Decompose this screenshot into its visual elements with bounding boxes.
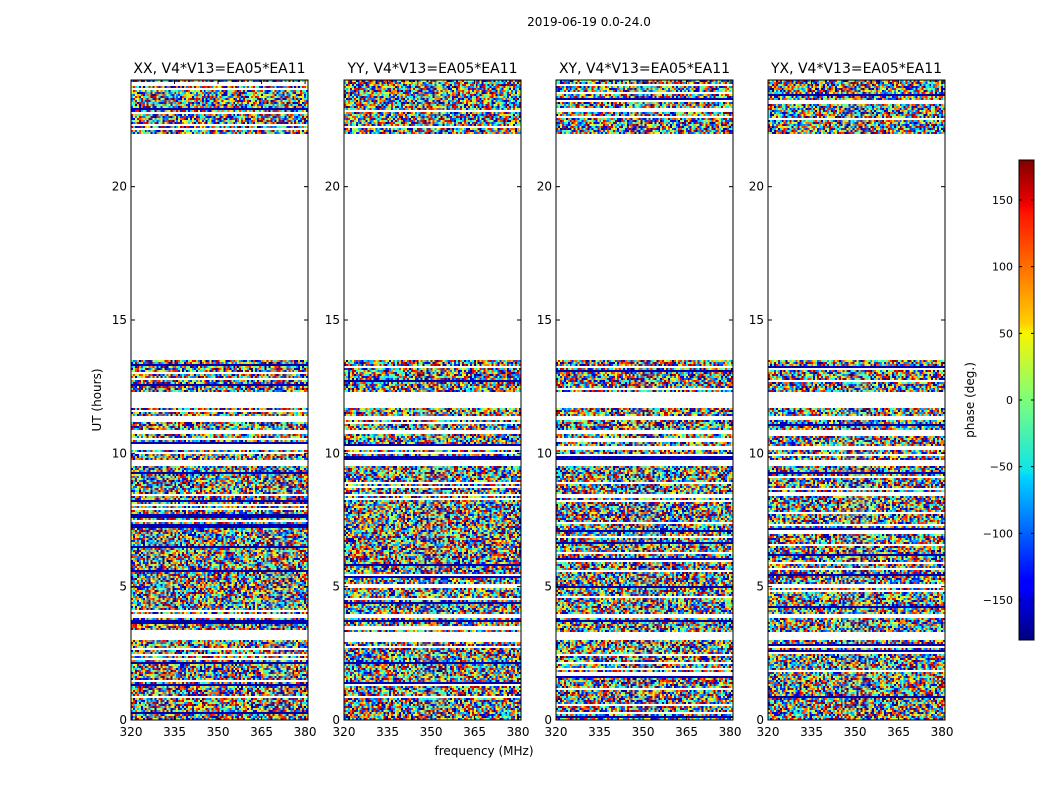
x-tick-label: 365	[250, 725, 273, 739]
x-tick-label: 320	[757, 725, 780, 739]
panel-title: XY, V4*V13=EA05*EA11	[559, 61, 730, 77]
y-tick-label: 0	[119, 713, 127, 727]
x-tick-label: 350	[632, 725, 655, 739]
y-tick-label: 15	[325, 313, 340, 327]
panel-4: YX, V4*V13=EA05*EA11 320 335 350 365 380 0 5 10 1…	[749, 61, 954, 739]
y-tick-label: 20	[112, 180, 127, 194]
x-tick-label: 320	[545, 725, 568, 739]
panel-title: YY, V4*V13=EA05*EA11	[346, 61, 517, 77]
y-tick-label: 5	[756, 580, 764, 594]
panel-2: YY, V4*V13=EA05*EA11 320 335 350 365 380 0 5 10 1…	[325, 61, 530, 739]
colorbar-tick-label: −100	[983, 527, 1013, 540]
y-tick-label: 20	[537, 180, 552, 194]
colorbar-tick-label: 0	[1006, 394, 1013, 407]
colorbar-ticks: −150 −100 −50 0 50 100 150	[983, 194, 1034, 607]
y-tick-label: 15	[537, 313, 552, 327]
colorbar-tick-label: −150	[983, 594, 1013, 607]
panel-frame	[555, 79, 734, 721]
y-tick-label: 5	[119, 580, 127, 594]
panel-title: XX, V4*V13=EA05*EA11	[133, 61, 305, 77]
x-tick-label: 320	[333, 725, 356, 739]
x-tick-label: 335	[800, 725, 823, 739]
x-tick-label: 365	[887, 725, 910, 739]
colorbar: −150 −100 −50 0 50 100 150 phase (deg.)	[963, 159, 1035, 641]
x-tick-label: 380	[294, 725, 317, 739]
colorbar-label: phase (deg.)	[963, 362, 977, 438]
panel-title: YX, V4*V13=EA05*EA11	[770, 61, 942, 77]
x-tick-label: 335	[163, 725, 186, 739]
panel-3: XY, V4*V13=EA05*EA11 320 335 350 365 380 0 5 10 1…	[537, 61, 742, 739]
x-tick-label: 380	[719, 725, 742, 739]
x-tick-label: 335	[376, 725, 399, 739]
y-tick-label: 15	[112, 313, 127, 327]
x-tick-label: 350	[207, 725, 230, 739]
phase-heatmap-2	[344, 80, 521, 720]
x-tick-label: 350	[844, 725, 867, 739]
colorbar-tick-label: 100	[992, 261, 1013, 274]
phase-heatmap-3	[556, 80, 733, 720]
colorbar-tick-label: 50	[999, 327, 1013, 340]
y-tick-label: 5	[544, 580, 552, 594]
x-tick-label: 320	[120, 725, 143, 739]
y-tick-label: 0	[332, 713, 340, 727]
colorbar-tick-label: 150	[992, 194, 1013, 207]
panels: XX, V4*V13=EA05*EA11 320 335 350 365 380 0 5 10 1…	[112, 61, 954, 739]
y-axis-label: UT (hours)	[90, 368, 104, 431]
y-tick-label: 0	[544, 713, 552, 727]
x-tick-label: 350	[420, 725, 443, 739]
phase-heatmap-4	[768, 80, 945, 720]
x-tick-label: 380	[931, 725, 954, 739]
figure-suptitle: 2019-06-19 0.0-24.0	[527, 15, 651, 29]
y-tick-label: 10	[749, 446, 764, 460]
colorbar-tick-label: −50	[990, 461, 1013, 474]
phase-heatmap-1	[131, 80, 308, 720]
y-tick-label: 20	[749, 180, 764, 194]
x-tick-label: 365	[675, 725, 698, 739]
panel-frame	[343, 79, 522, 721]
y-tick-label: 10	[112, 446, 127, 460]
y-tick-label: 10	[325, 446, 340, 460]
panel-frame	[767, 79, 946, 721]
y-tick-label: 5	[332, 580, 340, 594]
x-axis-label: frequency (MHz)	[434, 744, 533, 758]
panel-1: XX, V4*V13=EA05*EA11 320 335 350 365 380 0 5 10 1…	[112, 61, 317, 739]
y-tick-label: 20	[325, 180, 340, 194]
y-tick-label: 0	[756, 713, 764, 727]
y-tick-label: 15	[749, 313, 764, 327]
y-tick-label: 10	[537, 446, 552, 460]
panel-frame	[130, 79, 309, 721]
x-tick-label: 335	[588, 725, 611, 739]
x-tick-label: 365	[463, 725, 486, 739]
x-tick-label: 380	[507, 725, 530, 739]
